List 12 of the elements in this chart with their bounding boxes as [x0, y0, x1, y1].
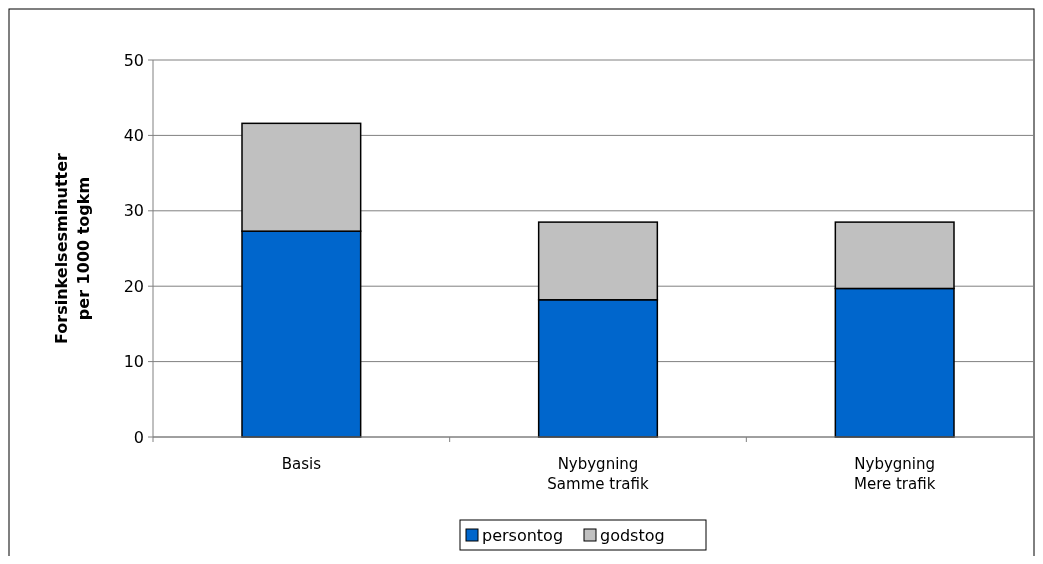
- y-tick-label: 20: [123, 276, 144, 296]
- y-tick-label: 50: [123, 50, 144, 70]
- y-axis-title: Forsinkelsesminutter per 1000 togkm: [52, 152, 93, 344]
- y-tick-label: 10: [123, 352, 144, 372]
- y-tick-label: 40: [123, 126, 144, 145]
- y-tick-label: 0: [133, 427, 144, 447]
- x-tick-label: Nybygning Mere trafik: [853, 455, 936, 493]
- x-tick-label: Nybygning Samme trafik: [547, 455, 649, 493]
- x-tick-label: Basis: [281, 455, 322, 473]
- legend-label: persontog: [482, 525, 564, 545]
- y-tick-label: 30: [123, 201, 144, 221]
- legend-label: godstog: [600, 525, 665, 545]
